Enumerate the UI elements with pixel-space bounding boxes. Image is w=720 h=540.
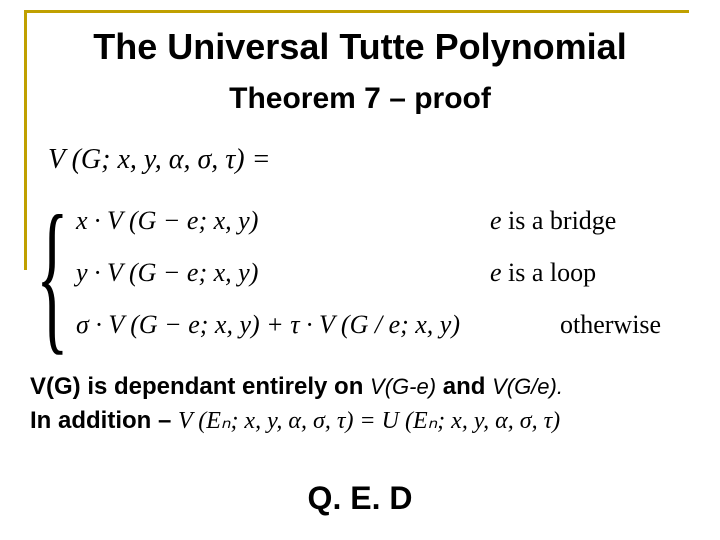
slide-border-top: [24, 10, 689, 13]
depend-and: and: [443, 373, 492, 400]
vg-slash-e: V(G/e).: [492, 374, 563, 399]
left-brace-icon: {: [36, 190, 69, 360]
case-2-cond: e e is a loopis a loop: [490, 258, 596, 288]
inline-equation: V (Eₙ; x, y, α, σ, τ) = U (Eₙ; x, y, α, …: [178, 408, 560, 434]
case-1-cond: e e is a bridgeis a bridge: [490, 206, 616, 236]
depend-prefix: V(G) is dependant entirely on: [30, 373, 370, 400]
case-3-expr: σ · V (G − e; x, y) + τ · V (G / e; x, y…: [76, 310, 460, 340]
formula-lhs: V (G; x, y, α, σ, τ) =: [48, 144, 271, 176]
page-title: The Universal Tutte Polynomial: [0, 26, 720, 68]
dependence-text: V(G) is dependant entirely on V(G-e) and…: [30, 370, 710, 438]
case-3-cond: otherwise: [560, 310, 661, 340]
case-2-expr: y · V (G − e; x, y): [76, 258, 258, 288]
page-subtitle: Theorem 7 – proof: [0, 82, 720, 116]
qed-label: Q. E. D: [0, 480, 720, 517]
vg-minus-e: V(G-e): [370, 374, 436, 399]
depend-in-addition: In addition –: [30, 407, 178, 434]
case-1-expr: x · V (G − e; x, y): [76, 206, 258, 236]
